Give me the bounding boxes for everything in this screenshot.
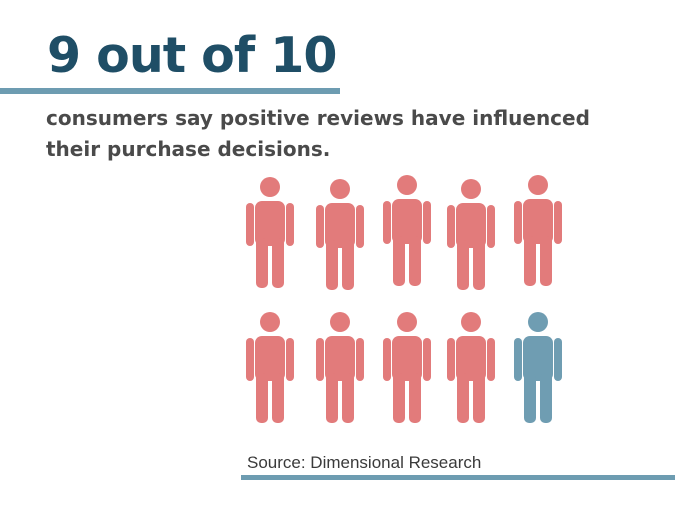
person-icon-highlighted <box>383 312 431 423</box>
person-icon-highlighted <box>246 177 294 288</box>
headline-underline <box>0 88 340 94</box>
source-underline <box>241 475 675 480</box>
person-icon <box>514 312 562 423</box>
person-icon-highlighted <box>316 312 364 423</box>
person-icon-highlighted <box>514 175 562 286</box>
person-icon-highlighted <box>383 175 431 286</box>
person-icon-highlighted <box>447 179 495 290</box>
source-credit: Source: Dimensional Research <box>247 453 482 472</box>
subtitle: consumers say positive reviews have infl… <box>46 106 590 161</box>
person-icon-highlighted <box>447 312 495 423</box>
person-icon-highlighted <box>246 312 294 423</box>
headline: 9 out of 10 <box>47 27 337 84</box>
person-icon-highlighted <box>316 179 364 290</box>
